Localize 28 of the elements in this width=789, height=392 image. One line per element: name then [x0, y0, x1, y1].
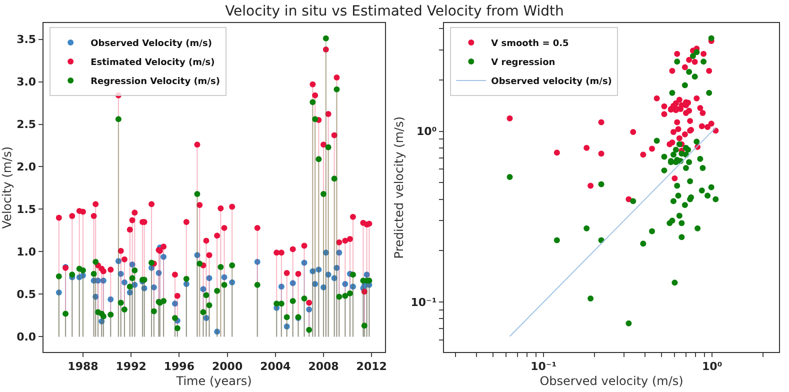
y-tick-label: 2.5: [16, 118, 36, 132]
x-tick-label: 2012: [356, 360, 387, 374]
x-axis-title: Time (years): [175, 374, 252, 388]
y-tick-label: 1.0: [16, 246, 36, 259]
y-tick-label: 3.5: [16, 33, 36, 46]
y-axis-title: Predicted velocity (m/s): [392, 116, 406, 259]
y-axis-title: Velocity (m/s): [0, 146, 14, 229]
legend-label: V smooth = 0.5: [491, 39, 569, 50]
legend-label: Regression Velocity (m/s): [90, 77, 220, 88]
legend-label: Observed Velocity (m/s): [90, 39, 212, 50]
legend-label: V regression: [491, 58, 556, 68]
legend-label: Observed velocity (m/s): [491, 77, 612, 88]
x-tick-label: 10⁰: [702, 360, 722, 374]
chart-title: Velocity in situ vs Estimated Velocity from Width: [225, 4, 564, 20]
y-tick-label: 0.0: [16, 330, 36, 344]
y-tick-label: 3.0: [16, 76, 36, 89]
x-tick-label: 2000: [212, 360, 243, 374]
y-tick-label: 0.5: [16, 288, 36, 302]
y-tick-label: 1.5: [16, 203, 36, 216]
y-tick-label: 2.0: [16, 160, 36, 174]
x-tick-label: 1996: [164, 360, 195, 374]
legend-label: Estimated Velocity (m/s): [90, 58, 215, 68]
x-axis-title: Observed velocity (m/s): [540, 374, 684, 388]
x-tick-label: 1992: [116, 360, 146, 374]
x-tick-label: 10⁻¹: [530, 360, 557, 374]
x-tick-label: 2008: [308, 360, 339, 374]
x-tick-label: 2004: [260, 360, 292, 374]
x-tick-label: 1988: [68, 360, 98, 374]
